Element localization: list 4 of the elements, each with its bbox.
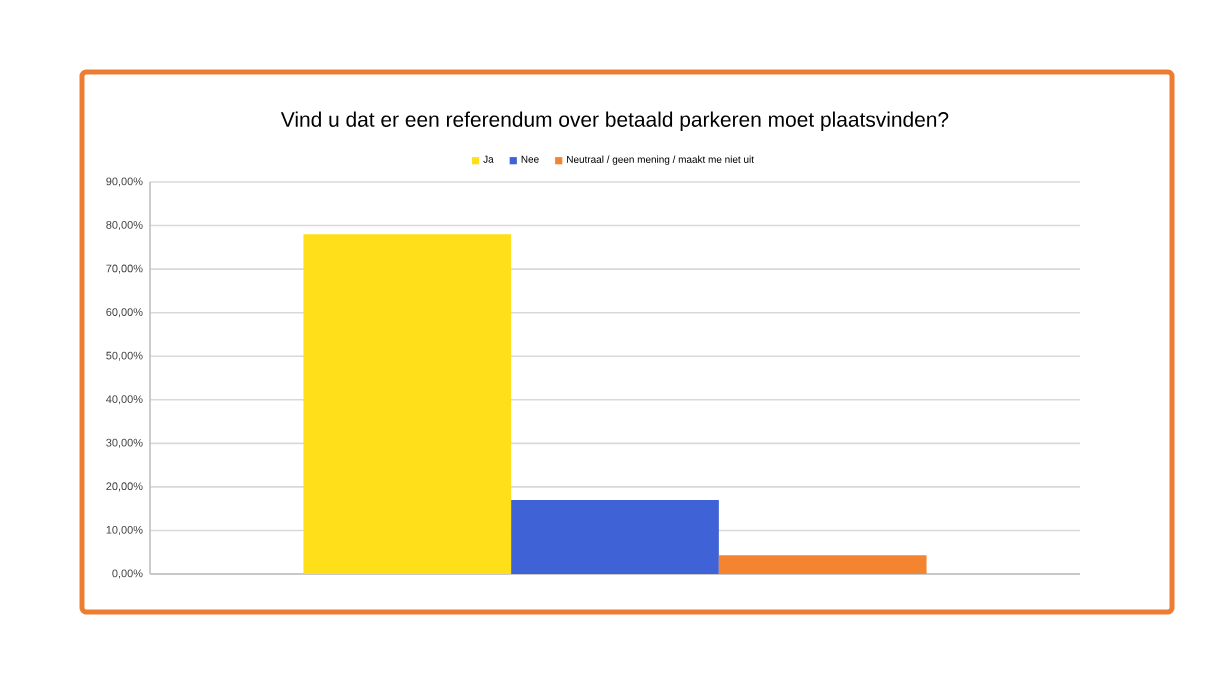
chart-title: Vind u dat er een referendum over betaald parkeren moet plaatsvinden? [280,111,949,132]
bar [718,555,927,574]
bar [303,234,512,574]
bar [511,499,719,574]
